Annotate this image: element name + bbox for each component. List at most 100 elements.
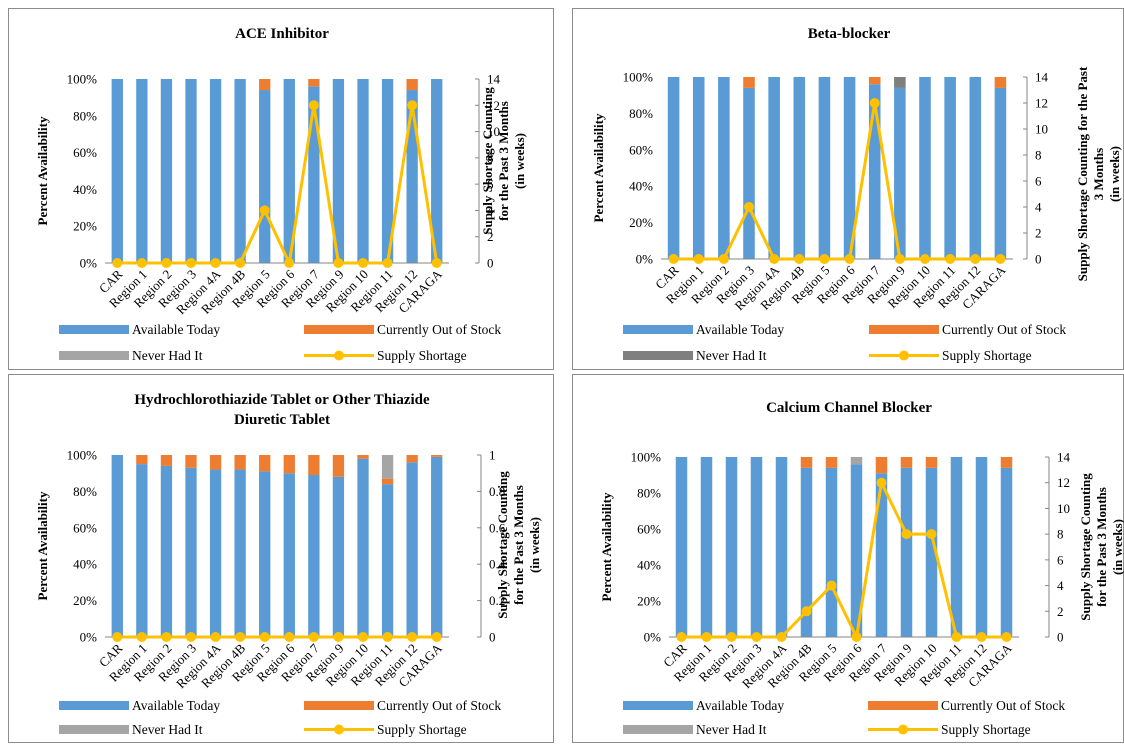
supply-shortage-point xyxy=(308,632,319,642)
y2-tick-label: 12 xyxy=(487,98,500,113)
y2-tick-label: 0 xyxy=(487,256,494,271)
legend-label-never-had-it: Never Had It xyxy=(132,722,203,737)
y2-axis-label: for the Past 3 Months xyxy=(1094,487,1109,607)
bar-available xyxy=(925,467,938,637)
bar-out-of-stock xyxy=(136,455,148,465)
bar-out-of-stock xyxy=(800,457,813,468)
y-tick-label: 100% xyxy=(631,450,662,465)
bar-available xyxy=(406,462,418,637)
legend-label-supply-shortage: Supply Shortage xyxy=(941,722,1031,737)
chart-panel-calcium-channel-blocker: Calcium Channel Blocker 0% 20% 40% 60% 80% 100… xyxy=(572,374,1124,743)
bar-out-of-stock xyxy=(875,457,888,474)
y2-tick-label: 0 xyxy=(489,630,496,645)
supply-shortage-point xyxy=(333,258,344,268)
y-tick-label: 0% xyxy=(636,252,654,267)
y-tick-label: 100% xyxy=(623,70,654,85)
bar-available xyxy=(750,457,763,637)
y-tick-label: 60% xyxy=(73,520,97,535)
bar-available xyxy=(800,467,813,637)
bar-available xyxy=(283,79,295,263)
chart-svg: Beta-blocker 0% 20% 40% 60% 80% 100% Percent Av… xyxy=(591,26,1122,363)
y-tick-label: 80% xyxy=(73,484,97,499)
legend-swatch-available xyxy=(59,701,129,710)
supply-shortage-point xyxy=(284,632,295,642)
y2-tick-label: 10 xyxy=(1035,122,1048,137)
bar-available xyxy=(1000,467,1013,637)
bar-never-had-it xyxy=(381,455,394,479)
supply-shortage-point xyxy=(358,632,368,642)
y2-tick-label: 10 xyxy=(487,124,500,139)
bar-out-of-stock xyxy=(234,455,246,470)
supply-shortage-point xyxy=(308,100,319,111)
bar-out-of-stock xyxy=(868,77,881,85)
supply-shortage-point xyxy=(136,632,147,642)
bar-out-of-stock xyxy=(357,455,369,459)
bar-available xyxy=(818,77,831,259)
supply-shortage-point xyxy=(112,258,123,268)
legend-swatch-never-had-it xyxy=(59,351,129,360)
bar-never-had-it xyxy=(850,457,863,465)
y-tick-label: 80% xyxy=(73,108,97,123)
y2-axis-label: Supply Shortage Counting xyxy=(480,87,495,235)
legend-marker-supply-shortage xyxy=(899,350,909,361)
y2-axis-label: (in weeks) xyxy=(512,133,527,189)
bar-out-of-stock xyxy=(259,79,271,91)
y-axis-label: Percent Availability xyxy=(599,492,614,601)
y2-tick-label: 0.4 xyxy=(489,557,506,572)
bar-available xyxy=(160,79,173,263)
bar-available xyxy=(259,471,271,637)
supply-shortage-point xyxy=(726,632,737,642)
bar-available xyxy=(234,79,246,263)
y2-tick-label: 1 xyxy=(489,448,496,463)
legend-label-never-had-it: Never Had It xyxy=(696,722,767,737)
legend-swatch-out-of-stock xyxy=(868,701,938,710)
supply-shortage-point xyxy=(701,632,712,642)
bar-available xyxy=(431,79,443,263)
legend-marker-supply-shortage xyxy=(334,350,344,361)
bar-available xyxy=(743,87,755,259)
bar-available xyxy=(283,473,295,637)
legend: Available Today Currently Out of Stock Nev… xyxy=(59,322,501,363)
y2-tick-label: 0.8 xyxy=(489,484,505,499)
supply-shortage-point xyxy=(751,632,762,642)
chart-title: ACE Inhibitor xyxy=(235,26,329,42)
bar-available xyxy=(111,455,123,637)
bar-available xyxy=(406,90,418,263)
bar-available xyxy=(381,484,394,637)
bar-out-of-stock xyxy=(308,79,320,87)
y2-tick-label: 0 xyxy=(1035,252,1042,267)
y2-tick-label: 12 xyxy=(1057,475,1070,490)
supply-shortage-point xyxy=(826,580,837,591)
supply-shortage-point xyxy=(407,100,418,111)
bar-available xyxy=(775,457,788,637)
y-tick-label: 0% xyxy=(644,630,662,645)
y2-tick-label: 8 xyxy=(487,150,494,165)
supply-shortage-point xyxy=(210,258,221,268)
chart-title: Diuretic Tablet xyxy=(234,412,330,428)
supply-shortage-point xyxy=(358,258,368,268)
supply-shortage-point xyxy=(851,632,862,642)
supply-shortage-point xyxy=(407,632,418,642)
y-tick-label: 60% xyxy=(629,142,653,157)
legend-swatch-out-of-stock xyxy=(304,325,374,334)
bar-out-of-stock xyxy=(994,77,1007,88)
supply-shortage-point xyxy=(333,632,344,642)
supply-shortage-point xyxy=(1001,632,1012,642)
supply-shortage-point xyxy=(186,258,196,268)
bar-out-of-stock xyxy=(431,455,443,457)
supply-shortage-point xyxy=(951,632,962,642)
legend-swatch-out-of-stock xyxy=(869,325,939,334)
supply-shortage-point xyxy=(769,254,780,264)
supply-shortage-point xyxy=(210,632,221,642)
y-tick-label: 0% xyxy=(80,256,98,271)
chart-title: Calcium Channel Blocker xyxy=(766,400,932,416)
supply-shortage-point xyxy=(284,258,295,268)
bar-out-of-stock xyxy=(332,455,345,477)
y-tick-label: 80% xyxy=(637,486,661,501)
legend-label-out-of-stock: Currently Out of Stock xyxy=(377,322,501,337)
y2-tick-label: 2 xyxy=(1057,604,1064,619)
bar-out-of-stock xyxy=(1000,457,1013,468)
legend-swatch-never-had-it xyxy=(623,725,693,734)
supply-shortage-point xyxy=(382,258,393,268)
supply-shortage-point xyxy=(259,205,270,216)
